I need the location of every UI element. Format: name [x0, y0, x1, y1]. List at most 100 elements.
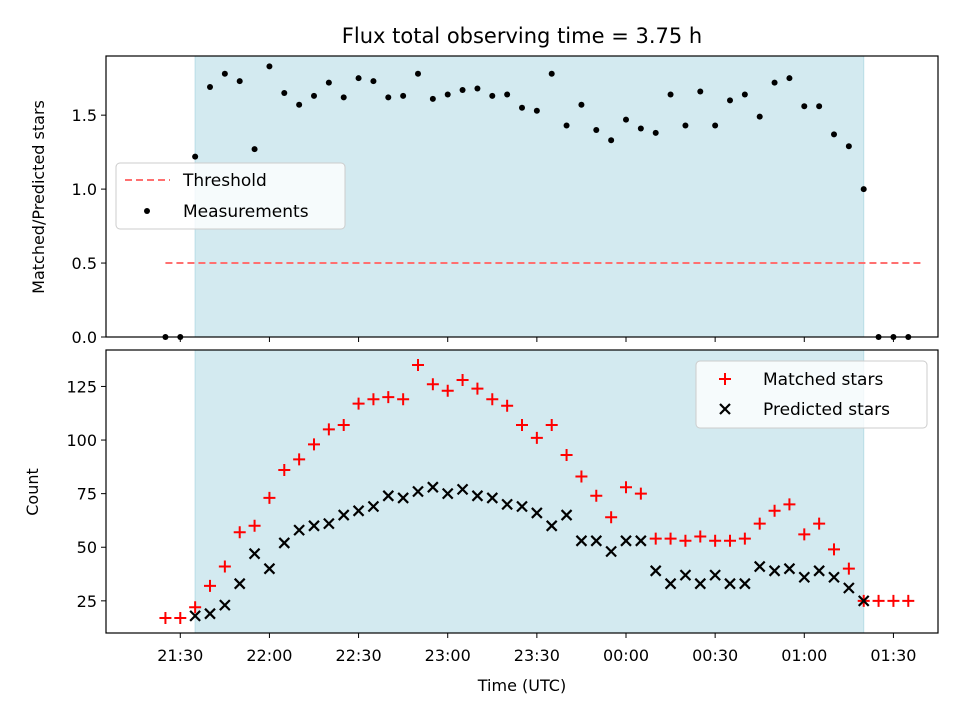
data-point [367, 393, 380, 406]
y-tick-label: 125 [66, 377, 97, 396]
y-tick-label: 0.5 [72, 254, 97, 273]
data-point [828, 543, 840, 556]
data-point [843, 582, 855, 594]
data-point [189, 610, 201, 622]
axes-frame [105, 55, 939, 338]
data-point [352, 397, 365, 410]
data-point [649, 532, 662, 545]
data-point [459, 87, 466, 94]
y-tick-label: 1.5 [72, 106, 97, 125]
data-point [679, 569, 692, 581]
data-point [207, 84, 213, 91]
data-point [248, 547, 261, 560]
data-point [382, 490, 395, 502]
x-tick-label: 22:30 [336, 646, 382, 665]
data-point [325, 79, 332, 86]
data-point [709, 534, 722, 547]
data-point [842, 562, 855, 575]
data-point [857, 595, 870, 607]
data-point [263, 562, 276, 575]
data-point [429, 95, 436, 102]
data-point [560, 509, 573, 521]
data-point [887, 594, 900, 607]
data-point [694, 530, 707, 543]
data-point [738, 532, 751, 545]
top-y-axis-label: Matched/Predicted stars [29, 100, 48, 294]
data-point [278, 464, 291, 477]
data-point [545, 419, 558, 432]
data-point [902, 594, 915, 607]
x-tick-label: 21:30 [157, 646, 203, 665]
data-point [489, 92, 496, 99]
data-point [204, 579, 216, 592]
data-point [756, 113, 763, 120]
legend-threshold-label: Threshold [182, 171, 267, 191]
bottom-panel: 25 50 75 100 125 21:30 22:00 22:30 23:00 23:30 00:… [66, 349, 939, 665]
data-point [798, 571, 811, 584]
data-point [845, 143, 852, 150]
data-point [471, 382, 484, 395]
data-point [397, 393, 410, 406]
data-point [400, 92, 407, 99]
data-point [872, 594, 885, 607]
data-point [281, 89, 288, 96]
data-point [578, 101, 585, 108]
data-point [697, 88, 704, 95]
data-point [456, 483, 469, 496]
data-point [311, 92, 317, 99]
data-point [783, 498, 796, 511]
data-point [337, 509, 350, 521]
data-point [560, 449, 573, 462]
data-point [608, 137, 615, 144]
data-point [768, 565, 781, 577]
data-point [352, 505, 365, 517]
data-point [727, 97, 733, 104]
data-point [813, 517, 826, 530]
axes-frame [105, 349, 939, 634]
data-point [563, 122, 570, 129]
data-point [786, 75, 793, 82]
data-point [221, 70, 228, 77]
data-point [724, 577, 736, 590]
data-point [263, 491, 276, 504]
data-point [724, 534, 736, 547]
y-tick-label: 0.0 [72, 328, 97, 347]
data-point [530, 431, 543, 444]
data-point [828, 571, 840, 584]
data-point [516, 419, 528, 432]
data-point [412, 485, 424, 498]
x-tick-label: 00:30 [692, 646, 738, 665]
legend-predicted-label: Predicted stars [763, 400, 890, 420]
data-point [397, 492, 409, 504]
data-point [741, 91, 748, 98]
x-axis-label: Time (UTC) [477, 676, 566, 695]
data-point [679, 534, 692, 547]
data-point [293, 524, 305, 536]
data-point [501, 498, 513, 511]
data-point [694, 577, 707, 590]
data-point [531, 507, 543, 519]
data-point [471, 490, 484, 502]
bottom-y-axis-label: Count [23, 468, 42, 516]
data-point [649, 565, 662, 577]
data-point [682, 122, 689, 129]
data-point [233, 577, 246, 590]
data-point [712, 122, 719, 129]
data-point [831, 131, 837, 138]
legend-matched-label: Matched stars [763, 370, 883, 390]
data-point [340, 94, 347, 101]
data-point [296, 101, 303, 108]
data-point [575, 535, 588, 547]
data-point [860, 186, 867, 193]
data-point [709, 569, 721, 581]
series-predicted-stars [189, 481, 870, 622]
x-tick-label: 23:00 [425, 646, 471, 665]
data-point [427, 481, 439, 493]
data-point [456, 374, 469, 387]
y-tick-label: 25 [77, 592, 97, 611]
data-point [575, 470, 588, 483]
data-point [382, 391, 395, 404]
data-point [441, 384, 454, 397]
data-point [308, 438, 320, 451]
